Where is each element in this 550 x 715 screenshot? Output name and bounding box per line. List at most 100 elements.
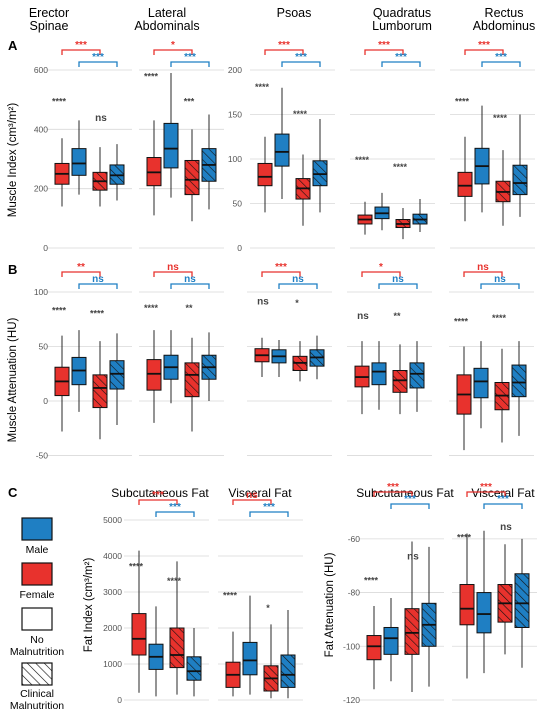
subplot-visceral-fat: **** ns *** *** — [452, 482, 537, 701]
bracket-line — [138, 499, 178, 505]
bracket-line — [364, 49, 404, 55]
bracket-line — [78, 283, 118, 289]
bracket-male: ns — [480, 274, 520, 289]
box-female-no-malnutrition — [366, 606, 382, 690]
bracket-female: *** — [373, 482, 413, 497]
bracket-male: *** — [78, 52, 118, 67]
y-tick-label: 100 — [34, 287, 48, 297]
bracket-label: ** — [77, 262, 85, 273]
box-hatch — [393, 370, 407, 393]
bracket-female: ** — [61, 262, 101, 277]
bracket-label: *** — [378, 40, 390, 51]
box-body — [146, 359, 162, 391]
box-female-no-malnutrition — [459, 533, 475, 679]
bracket-line — [78, 61, 118, 67]
bracket-line — [281, 61, 321, 67]
box-body — [71, 148, 87, 176]
bracket-line — [278, 283, 318, 289]
bracket-male: ns — [78, 274, 118, 289]
y-tick-label: 5000 — [103, 515, 122, 525]
box-body — [257, 162, 273, 187]
bracket-label: *** — [184, 52, 196, 63]
bracket-label: ns — [494, 274, 506, 285]
fat-header-subcutaneous-attenuation: Subcutaneous Fat — [356, 486, 454, 500]
bracket-line — [232, 499, 272, 505]
box-female-clinical — [404, 541, 420, 692]
bracket-female: *** — [364, 40, 404, 55]
significance-label: **** — [355, 155, 370, 165]
bracket-line — [170, 61, 210, 67]
box-hatch — [405, 608, 419, 655]
box-female-clinical — [295, 154, 311, 226]
bracket-female: * — [153, 40, 193, 55]
box-male-clinical — [511, 341, 527, 436]
y-tick-label: 50 — [39, 342, 49, 352]
bracket-male: ns — [278, 274, 318, 289]
bracket-label: *** — [295, 52, 307, 63]
y-tick-label: -100 — [343, 641, 360, 651]
bracket-line — [378, 283, 418, 289]
fat-header-visceral-index: Visceral Fat — [228, 486, 292, 500]
y-tick-label: 2000 — [103, 623, 122, 633]
box-female-clinical — [184, 337, 200, 432]
box-male-no-malnutrition — [163, 72, 179, 198]
bracket-label: *** — [75, 40, 87, 51]
box-body — [274, 133, 290, 167]
panel-a: 0200400600****ns*****************0501001… — [34, 40, 535, 253]
panel-label-a: A — [8, 38, 18, 53]
box-female-clinical — [495, 150, 511, 226]
bracket-male: *** — [155, 502, 195, 517]
bracket-line — [61, 49, 101, 55]
muscle-header-quadratus: Quadratus Lumborum — [372, 6, 432, 33]
panel-c-index: 010002000300040005000*******************… — [103, 490, 303, 705]
box-hatch — [512, 365, 526, 397]
significance-label: **** — [52, 97, 67, 107]
bracket-label: *** — [478, 40, 490, 51]
bracket-line — [483, 503, 523, 509]
y-tick-label: 50 — [233, 199, 243, 209]
bracket-label: *** — [480, 482, 492, 493]
significance-label: **** — [457, 533, 472, 543]
box-female-clinical — [392, 344, 408, 415]
bracket-female: *** — [464, 40, 504, 55]
y-tick-label: 0 — [117, 695, 122, 705]
box-female-no-malnutrition — [146, 330, 162, 423]
panel-label-b: B — [8, 262, 17, 277]
legend-label-no-malnutrition: No Malnutrition — [10, 634, 64, 658]
y-tick-label: -80 — [348, 588, 361, 598]
subplot-erector-spinae: 0 200 400 600 **** ns *** *** — [34, 40, 132, 253]
box-male-no-malnutrition — [476, 530, 492, 674]
muscle-header-lateral-line1: Lateral Abdominals — [134, 6, 199, 33]
legend-swatch-no-malnutrition — [21, 607, 53, 631]
significance-label: **** — [52, 305, 67, 315]
box-body — [473, 367, 489, 399]
bracket-male: *** — [390, 494, 430, 509]
bracket-line — [264, 49, 304, 55]
bracket-label: ns — [167, 262, 179, 273]
bracket-line — [361, 271, 401, 277]
box-hatch — [170, 628, 184, 668]
box-male-clinical — [280, 610, 296, 699]
significance-label: **** — [493, 113, 508, 123]
bracket-line — [153, 271, 193, 277]
bracket-line — [466, 491, 506, 497]
bracket-male: *** — [249, 502, 289, 517]
box-female-clinical — [497, 544, 513, 655]
fat-header-visceral-attenuation: Visceral Fat — [471, 486, 535, 500]
bracket-line — [464, 49, 504, 55]
bracket-label: ns — [246, 490, 258, 501]
bracket-label: *** — [395, 52, 407, 63]
ylabel-muscle-attenuation: Muscle Attenuation (HU) — [7, 318, 19, 443]
bracket-female: ns — [232, 490, 272, 505]
bracket-line — [381, 61, 421, 67]
muscle-header-psoas: Psoas — [277, 6, 312, 20]
significance-label: ** — [185, 303, 193, 313]
bracket-label: *** — [263, 502, 275, 513]
significance-label: **** — [455, 96, 470, 106]
box-hatch — [187, 656, 201, 681]
y-tick-label: 0 — [237, 243, 242, 253]
bracket-male: ns — [378, 274, 418, 289]
box-body — [457, 171, 473, 197]
